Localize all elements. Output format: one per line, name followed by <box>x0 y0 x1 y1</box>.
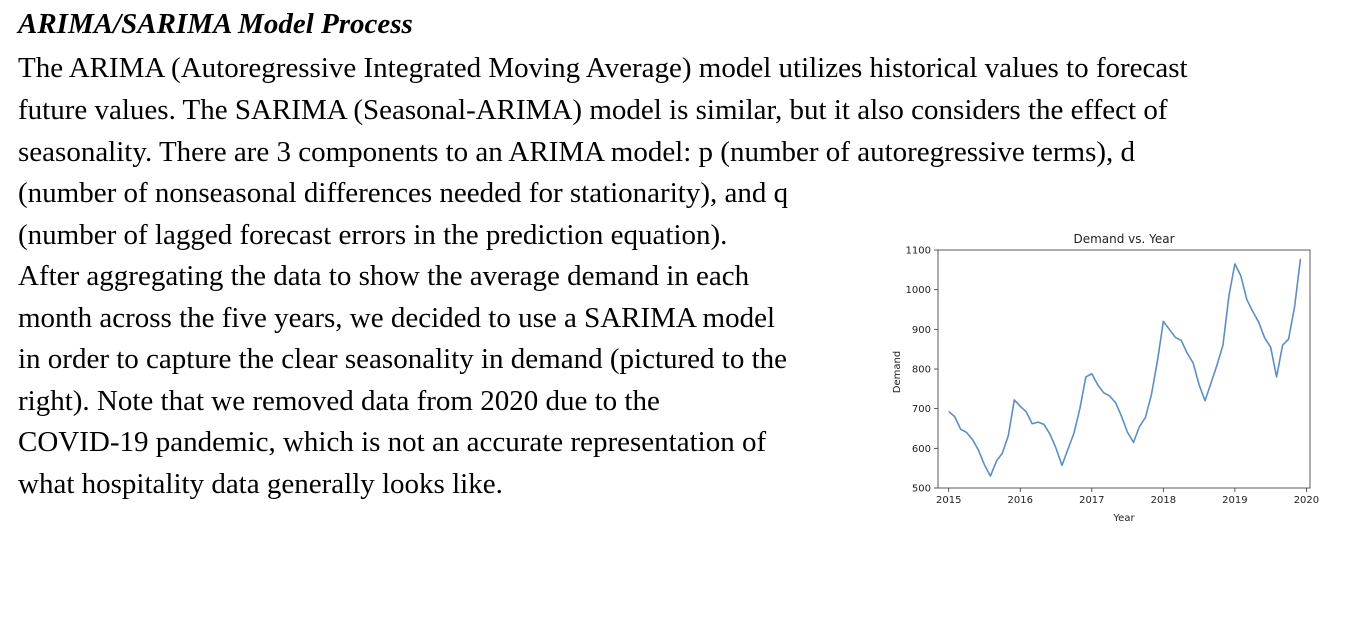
paragraph-line: what hospitality data generally looks li… <box>18 468 503 500</box>
paragraph-line: right). Note that we removed data from 2… <box>18 385 660 417</box>
y-axis-label: Demand <box>892 351 903 393</box>
x-tick-label: 2017 <box>1079 495 1104 506</box>
y-tick-label: 600 <box>912 444 931 455</box>
plot-frame <box>937 249 1311 489</box>
y-tick-label: 700 <box>912 404 931 415</box>
paragraph-line: future values. The SARIMA (Seasonal-ARIM… <box>18 94 1168 126</box>
chart-title: Demand vs. Year <box>1073 232 1174 246</box>
y-tick-label: 800 <box>912 365 931 376</box>
paragraph-line: (number of nonseasonal differences neede… <box>18 177 789 209</box>
document-heading: ARIMA/SARIMA Model Process <box>18 8 413 40</box>
paragraph-line: After aggregating the data to show the a… <box>18 260 750 292</box>
demand-chart-svg: Demand vs. Year Year Demand 2015 2016 2017… <box>892 232 1319 524</box>
x-tick-label: 2015 <box>936 495 961 506</box>
x-tick-label: 2020 <box>1294 495 1319 506</box>
x-tick-label: 2019 <box>1222 495 1247 506</box>
y-tick-label: 1100 <box>906 246 931 257</box>
series-line-demand <box>948 258 1302 477</box>
paragraph-line: seasonality. There are 3 components to a… <box>18 136 1136 168</box>
y-tick-label: 1000 <box>906 285 931 296</box>
paragraph-line: COVID-19 pandemic, which is not an accur… <box>18 426 767 458</box>
y-tick-label: 900 <box>912 325 931 336</box>
demand-chart: Demand vs. Year Year Demand 2015 2016 2017… <box>880 226 1320 526</box>
x-tick-label: 2016 <box>1008 495 1033 506</box>
x-axis-label: Year <box>1112 513 1135 524</box>
x-tick-label: 2018 <box>1151 495 1176 506</box>
paragraph-line: month across the five years, we decided … <box>18 302 776 334</box>
y-tick-label: 500 <box>912 484 931 495</box>
paragraph-line: in order to capture the clear seasonalit… <box>18 343 788 375</box>
paragraph-line: (number of lagged forecast errors in the… <box>18 219 728 251</box>
paragraph-line: The ARIMA (Autoregressive Integrated Mov… <box>18 52 1188 84</box>
